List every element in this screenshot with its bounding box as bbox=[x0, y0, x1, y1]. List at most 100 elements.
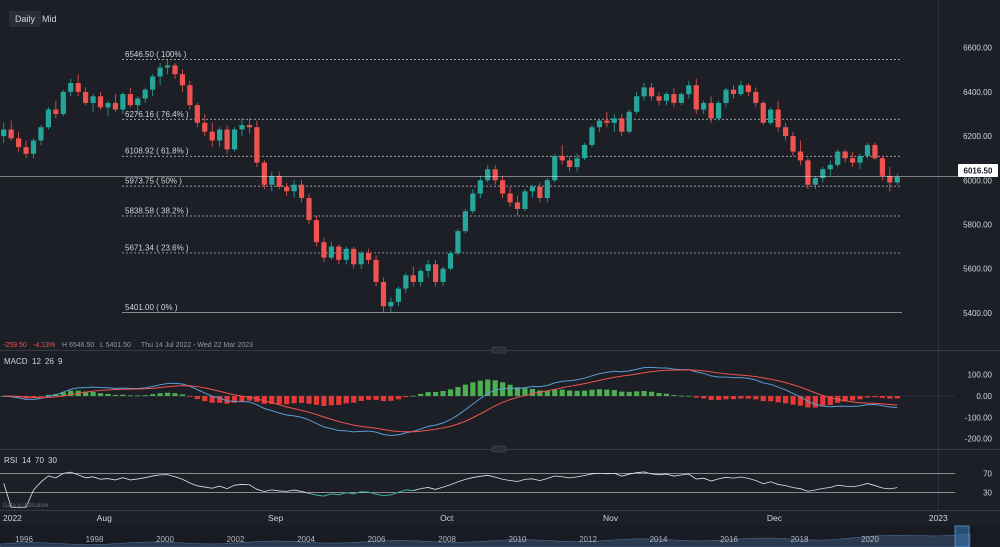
macd-histogram-bar bbox=[68, 390, 74, 397]
candle-body bbox=[671, 94, 677, 103]
macd-histogram-bar bbox=[321, 396, 327, 407]
macd-histogram-bar bbox=[298, 396, 305, 403]
candle-body bbox=[157, 67, 163, 77]
fib-level-label: 5973.75 ( 50% ) bbox=[125, 177, 182, 186]
macd-histogram-bar bbox=[619, 391, 625, 397]
candle-body bbox=[596, 120, 603, 128]
macd-histogram-bar bbox=[455, 387, 461, 397]
candle-body bbox=[656, 96, 662, 101]
navigator-year-label: 2006 bbox=[368, 535, 386, 544]
macd-histogram-bar bbox=[686, 395, 692, 397]
fib-level-label: 5401.00 ( 0% ) bbox=[125, 303, 178, 312]
macd-histogram-bar bbox=[879, 396, 885, 398]
macd-histogram-bar bbox=[812, 396, 818, 408]
macd-histogram-bar bbox=[209, 396, 215, 403]
macd-label: MACD bbox=[4, 357, 28, 366]
candle-body bbox=[380, 281, 387, 307]
candle-body bbox=[730, 89, 737, 95]
navigator-year-label: 2020 bbox=[861, 535, 879, 544]
macd-histogram-bar bbox=[864, 396, 871, 398]
candle-body bbox=[492, 169, 498, 181]
timeframe-mid-button[interactable]: Mid bbox=[42, 14, 57, 24]
macd-histogram-bar bbox=[403, 396, 409, 398]
macd-histogram-bar bbox=[343, 396, 349, 404]
pane-resize-handle[interactable] bbox=[491, 346, 507, 354]
navigator-year-label: 2012 bbox=[579, 535, 597, 544]
macd-histogram-bar bbox=[485, 379, 491, 397]
macd-histogram-bar bbox=[887, 396, 893, 399]
candle-body bbox=[753, 91, 759, 103]
candle-body bbox=[864, 144, 871, 156]
candle-body bbox=[187, 85, 193, 106]
navigator-range-handle[interactable] bbox=[954, 525, 970, 547]
candle-body bbox=[782, 127, 789, 137]
candle-body bbox=[298, 184, 305, 198]
candle-body bbox=[529, 186, 536, 192]
time-tick-label: Nov bbox=[603, 513, 619, 523]
candle-body bbox=[90, 96, 96, 103]
macd-histogram-bar bbox=[358, 396, 364, 402]
candle-body bbox=[239, 125, 245, 130]
candle-body bbox=[23, 147, 29, 154]
macd-histogram-bar bbox=[284, 396, 290, 405]
candle-body bbox=[589, 127, 595, 145]
candle-body bbox=[135, 98, 141, 106]
macd-histogram-bar bbox=[246, 396, 253, 401]
rsi-band-lines bbox=[0, 472, 955, 494]
macd-histogram-bar bbox=[60, 392, 66, 397]
candle-body bbox=[894, 176, 900, 183]
candle-body bbox=[261, 162, 267, 185]
candle-body bbox=[68, 83, 74, 92]
fib-level-label: 5671.34 ( 23.6% ) bbox=[125, 243, 189, 252]
macd-histogram-bar bbox=[820, 396, 826, 407]
macd-histogram-bar bbox=[127, 395, 133, 397]
navigator-year-label: 2018 bbox=[791, 535, 809, 544]
timeframe-daily-button[interactable]: Daily bbox=[9, 11, 42, 27]
macd-histogram-bar bbox=[239, 396, 245, 402]
macd-histogram-bar bbox=[142, 395, 148, 397]
rsi-oversold-segment bbox=[308, 489, 414, 497]
candle-body bbox=[887, 175, 893, 183]
macd-histogram-bar bbox=[291, 396, 297, 404]
macd-histogram-bar bbox=[425, 392, 431, 397]
macd-histogram-bar bbox=[872, 396, 878, 398]
macd-histogram-bar bbox=[544, 390, 550, 397]
macd-histogram-bar bbox=[365, 396, 372, 400]
macd-histogram-bar bbox=[172, 393, 178, 397]
macd-histogram-bar bbox=[470, 382, 476, 397]
pane-resize-handle[interactable] bbox=[491, 445, 507, 453]
macd-histogram-bar bbox=[30, 396, 37, 398]
navigator-year-label: 2014 bbox=[650, 535, 668, 544]
candle-body bbox=[619, 118, 625, 132]
macd-histogram-bar bbox=[782, 396, 789, 404]
candle-body bbox=[246, 125, 253, 128]
rsi-axis: 70 30 bbox=[983, 469, 992, 497]
macd-histogram-bar bbox=[336, 396, 342, 405]
price-tick-label: 5800.00 bbox=[963, 220, 992, 229]
candle-body bbox=[127, 94, 133, 106]
macd-tick-label: -200.00 bbox=[965, 435, 993, 444]
candle-body bbox=[306, 197, 312, 221]
macd-histogram-bar bbox=[112, 394, 119, 397]
candle-body bbox=[574, 158, 580, 168]
macd-histogram-bar bbox=[656, 392, 662, 397]
macd-histogram-bar bbox=[179, 394, 186, 397]
macd-histogram-bar bbox=[723, 396, 729, 400]
candle-body bbox=[581, 144, 588, 159]
candle-body bbox=[462, 211, 468, 232]
macd-histogram-bar bbox=[596, 389, 603, 397]
candle-body bbox=[678, 94, 684, 103]
macd-histogram-bar bbox=[150, 394, 156, 397]
time-tick-label: Aug bbox=[97, 513, 112, 523]
macd-histogram-bar bbox=[120, 394, 126, 397]
macd-histogram-bar bbox=[857, 396, 863, 400]
rsi-line bbox=[3, 471, 898, 508]
macd-tick-label: 100.00 bbox=[968, 371, 993, 380]
candle-body bbox=[559, 155, 565, 161]
macd-histogram-bar bbox=[849, 396, 856, 401]
macd-histogram-bar bbox=[581, 390, 588, 397]
candle-body bbox=[53, 109, 59, 114]
navigator-year-label: 2010 bbox=[509, 535, 527, 544]
candle-body bbox=[83, 91, 89, 103]
